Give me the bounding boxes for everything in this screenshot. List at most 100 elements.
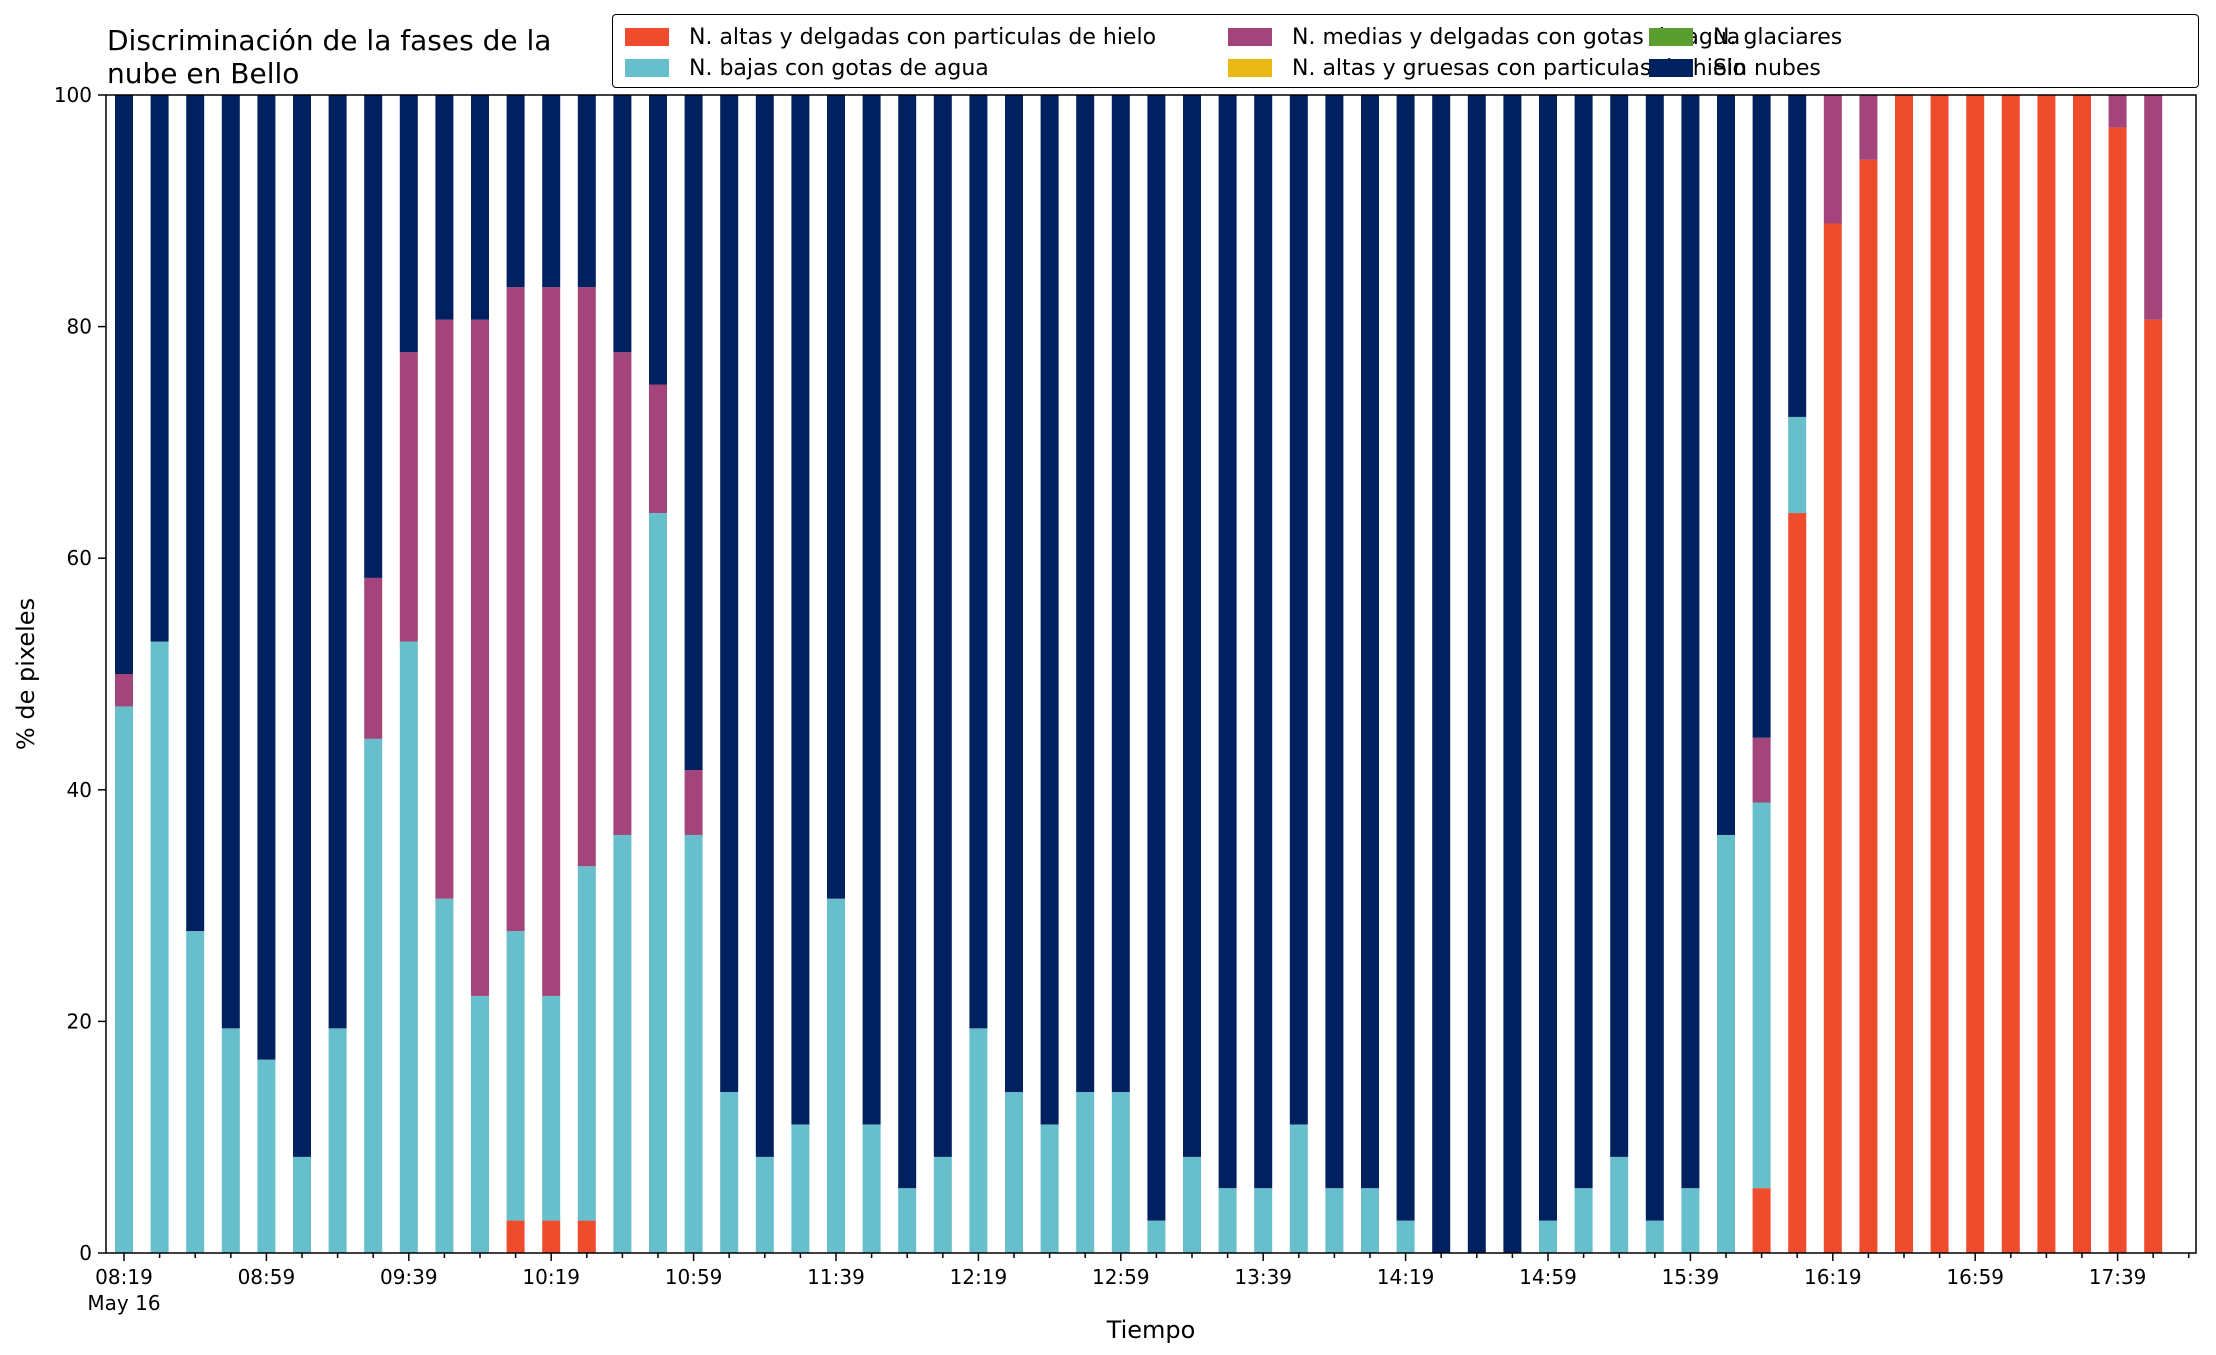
bar-segment [471,995,489,1253]
x-tick-label: 11:39 [807,1265,865,1289]
bar-segment [577,95,596,288]
bar-segment [1752,95,1771,738]
legend-swatch [625,28,669,46]
bar-segment [2108,95,2127,128]
bar-segment [115,706,133,1253]
bar-segment [506,931,525,1221]
bar-segment [435,319,454,899]
bar-segment [1574,1188,1593,1253]
bar-segment [1539,1220,1557,1253]
bar-segment [684,95,703,771]
bar-segment [1005,95,1023,1093]
bar-segment [1681,95,1700,1189]
bar-segment [1823,95,1842,224]
bar-segment [862,95,881,1125]
bar-segment [1966,95,1985,1253]
bar-segment [471,95,489,320]
bar-segment [542,287,561,996]
bar-segment [399,641,418,1253]
bar-segment [933,95,952,1157]
bar-segment [1788,416,1807,514]
legend-item: N. altas y delgadas con particulas de hi… [625,23,1156,51]
x-tick-label: 14:19 [1377,1265,1435,1289]
legend: N. altas y delgadas con particulas de hi… [612,14,2199,88]
bar-segment [542,95,561,288]
bar-segment [2144,95,2163,320]
bar-segment [1645,95,1664,1221]
bar-segment [506,1220,525,1253]
legend-label: Sin nubes [1713,55,1821,81]
bar-segment [1218,95,1237,1189]
y-tick-label: 100 [54,83,92,107]
bar-segment [1325,1188,1344,1253]
bar-segment [221,95,240,1029]
bar-segment [293,1156,311,1253]
bar-segment [1111,1092,1130,1253]
bar-segment [150,641,169,1253]
x-tick-label: 12:19 [950,1265,1008,1289]
legend-label: N. glaciares [1713,24,1843,50]
bar-segment [257,95,276,1060]
bar-segment [1859,159,1878,1253]
y-axis-label: % de pixeles [12,598,40,750]
bar-segment [1396,95,1415,1221]
bar-segment [1645,1220,1664,1253]
chart-title-line: nube en Bello [107,57,299,90]
bar-segment [1788,95,1807,417]
bar-segment [1040,95,1059,1125]
bar-segment [1254,95,1273,1189]
bar-segment [1147,95,1166,1221]
bar-segment [755,95,774,1157]
bar-segment [1254,1188,1273,1253]
bar-segment [1717,95,1735,835]
legend-label: N. bajas con gotas de agua [689,55,989,81]
bar-segment [328,95,347,1029]
bar-segment [435,898,454,1253]
x-axis: 08:19 08:59 09:39 10:19 10:59 11:39 12:19 12:59… [87,1253,2190,1315]
bar-segment [755,1156,774,1253]
bar-segment [2073,95,2091,1253]
x-tick-label: 17:39 [2089,1265,2147,1289]
bar-segment [328,1028,347,1253]
bar-segment [1361,1188,1379,1253]
bar-segment [577,287,596,867]
bar-segment [1610,95,1629,1157]
bar-segment [1823,223,1842,1254]
chart-title-line: Discriminación de la fases de la [107,24,551,57]
bar-segment [827,898,845,1253]
bar-segment [1539,95,1557,1221]
bar-segment [577,866,596,1221]
bar-segment [613,95,632,353]
bar-segment [720,95,739,1093]
legend-item: N. glaciares [1649,23,1842,51]
bar-segment [1289,1124,1308,1253]
bar-segment [150,95,169,642]
bar-segment [1574,95,1593,1189]
bar-segment [1005,1092,1023,1253]
x-tick-label: 08:19 [95,1265,153,1289]
bar-segment [577,1220,596,1253]
bar-segment [1396,1220,1415,1253]
bar-segment [1467,95,1486,1253]
bar-segment [684,834,703,1253]
legend-label: N. altas y delgadas con particulas de hi… [689,24,1157,50]
bar-segment [2144,319,2163,1254]
bar-segment [364,577,383,739]
bar-segment [542,995,561,1221]
bar-segment [1432,95,1451,1253]
bar-segment [293,95,311,1157]
bar-segment [1218,1188,1237,1253]
bar-segment [186,95,205,932]
bar-segment [1717,834,1735,1253]
bar-segment [933,1156,952,1253]
legend-swatch [1649,28,1693,46]
legend-item: Sin nubes [1649,54,1821,82]
bar-segment [1289,95,1308,1125]
bar-segment [791,1124,810,1253]
bar-segment [1610,1156,1629,1253]
bar-segment [898,1188,917,1253]
bar-segment [506,287,525,932]
bar-segment [1147,1220,1166,1253]
bar-segment [1752,1188,1771,1253]
